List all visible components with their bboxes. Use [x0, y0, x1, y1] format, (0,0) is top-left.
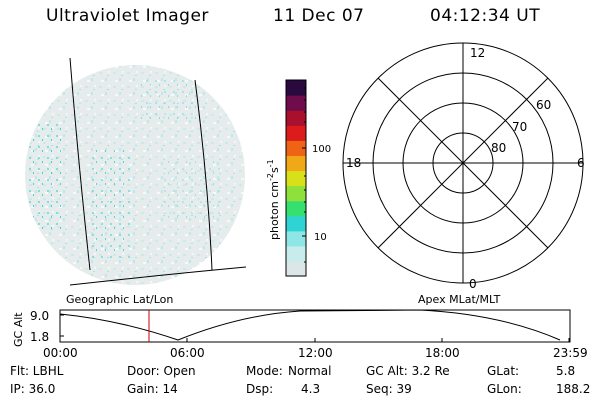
lat-label-60: 60 [536, 98, 551, 112]
colorbar-unit-s: s [268, 167, 281, 173]
colorbar-segment [286, 140, 306, 156]
mode-value: Normal [288, 364, 332, 378]
svg-text:GC Alt: GC Alt [12, 312, 25, 347]
colorbar-segment [286, 95, 306, 111]
colorbar-segment [286, 110, 306, 126]
seq-info: Seq: 39 [366, 382, 412, 396]
glat-value: 5.8 [556, 364, 576, 378]
colorbar-unit-exp1: -2 [266, 173, 275, 181]
colorbar-ticks [302, 87, 306, 263]
polar-plot [342, 42, 584, 284]
svg-text:photon cm-2s-1: photon cm-2s-1 [266, 159, 281, 240]
lat-label-80: 80 [491, 141, 506, 155]
colorbar [286, 80, 306, 277]
glat-label: GLat: [487, 364, 520, 378]
colorbar-segment [286, 80, 306, 96]
colorbar-frame [285, 79, 307, 277]
filter-info: Flt: LBHL [10, 364, 64, 378]
instrument-title: Ultraviolet Imager [46, 6, 209, 26]
colorbar-segment [286, 170, 306, 187]
left-panel-label: Geographic Lat/Lon [66, 293, 173, 306]
xtick-1800: 18:00 [425, 346, 460, 360]
gain-info: Gain: 14 [127, 382, 178, 396]
date-label: 11 Dec 07 [273, 6, 365, 26]
dsp-label: Dsp: [246, 382, 274, 396]
colorbar-segment [286, 185, 306, 202]
mlt-label-0: 0 [469, 277, 477, 291]
colorbar-segment [286, 200, 306, 217]
dsp-value: 4.3 [301, 382, 321, 396]
mlt-label-6: 6 [577, 156, 585, 170]
ip-info: IP: 36.0 [10, 382, 56, 396]
uv-image-disk [25, 57, 247, 286]
colorbar-segment [286, 260, 306, 277]
mlt-label-12: 12 [470, 46, 485, 60]
altitude-plot [59, 309, 571, 343]
glon-label: GLon: [487, 382, 522, 396]
colorbar-segment [286, 125, 306, 141]
glon-value: 188.2 [556, 382, 591, 396]
alt-ylabel: GC Alt [12, 312, 25, 347]
xtick-0600: 06:00 [170, 346, 205, 360]
colorbar-segment [286, 155, 306, 172]
xtick-1200: 12:00 [298, 346, 333, 360]
xtick-0000: 00:00 [43, 346, 78, 360]
colorbar-unit: photon cm-2s-1 [266, 159, 281, 240]
colorbar-segment [286, 230, 306, 247]
door-info: Door: Open [127, 364, 196, 378]
gc-alt-info: GC Alt: 3.2 Re [366, 364, 450, 378]
colorbar-unit-exp2: -1 [266, 159, 275, 167]
alt-ytick-1.8: 1.8 [30, 330, 49, 344]
right-panel-label: Apex MLat/MLT [418, 293, 501, 306]
colorbar-tick-100: 100 [312, 144, 331, 155]
colorbar-tick-10: 10 [314, 232, 327, 243]
mlt-label-18: 18 [346, 156, 361, 170]
alt-ytick-9: 9.0 [30, 309, 49, 323]
lat-label-70: 70 [512, 120, 527, 134]
colorbar-segment [286, 215, 306, 232]
colorbar-segment [286, 245, 306, 262]
xtick-2359: 23:59 [553, 346, 588, 360]
time-label: 04:12:34 UT [430, 6, 541, 26]
mode-label: Mode: [246, 364, 283, 378]
colorbar-unit-base: photon cm [268, 181, 281, 240]
